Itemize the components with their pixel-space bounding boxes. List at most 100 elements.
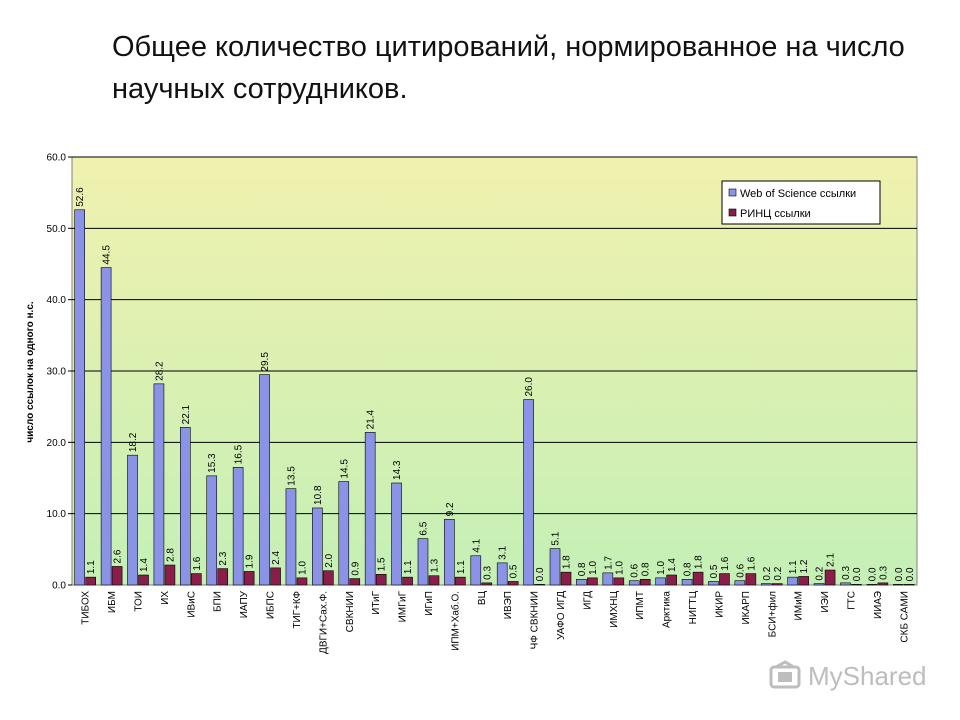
bar-rinc — [824, 569, 836, 586]
bar-wos — [813, 583, 825, 586]
bar-rinc — [138, 574, 149, 586]
bar-label-rinc: 1.1 — [403, 560, 414, 574]
bar-label-rinc: 0.8 — [641, 562, 652, 576]
bar-wos — [734, 580, 746, 586]
legend-label-wos: Web of Science ссылки — [740, 188, 856, 200]
x-category-label: УАФО ИГД — [556, 591, 567, 640]
x-category-label: ИГиП — [424, 591, 435, 616]
legend-swatch-rinc — [728, 208, 737, 217]
bar-wos — [259, 374, 270, 586]
bar-wos — [180, 427, 191, 586]
bar-wos — [549, 548, 561, 586]
bar-rinc — [692, 571, 704, 586]
y-tick-label: 60.0 — [47, 153, 67, 164]
x-category-label: СКБ САМИ — [899, 591, 910, 643]
bar-label-wos: 10.8 — [313, 485, 324, 505]
bar-wos — [100, 267, 112, 586]
bar-rinc — [613, 577, 625, 586]
bar-label-wos: 0.6 — [735, 563, 746, 577]
bar-rinc — [349, 578, 361, 586]
x-category-label: Арктика — [662, 591, 673, 628]
bar-label-wos: 52.6 — [75, 187, 86, 207]
x-category-label: ВЦ — [477, 590, 488, 605]
bar-rinc — [111, 566, 123, 586]
x-category-label: ИТиГ — [371, 590, 382, 614]
bar-label-wos: 16.5 — [234, 444, 245, 464]
x-category-label: ИВиС — [186, 591, 197, 618]
x-category-label: ИКАРП — [741, 591, 752, 625]
bar-rinc — [455, 576, 466, 586]
bar-wos — [127, 454, 138, 586]
bar-wos — [708, 581, 719, 586]
bar-label-rinc: 1.5 — [377, 557, 388, 571]
bar-label-wos: 3.1 — [498, 546, 509, 560]
bar-rinc — [639, 578, 651, 586]
bar-label-wos: 14.5 — [339, 459, 350, 479]
bar-label-wos: 21.4 — [366, 409, 377, 429]
bar-rinc — [771, 583, 783, 586]
x-category-label: ИБМ — [107, 591, 118, 613]
bar-label-rinc: 1.0 — [614, 561, 625, 575]
bar-label-rinc: 1.3 — [429, 558, 440, 572]
bar-label-rinc: 1.6 — [746, 556, 757, 570]
bar-wos — [391, 482, 402, 586]
bar-label-rinc: 0.3 — [482, 566, 493, 580]
bar-rinc — [745, 573, 757, 586]
bar-label-wos: 0.8 — [577, 562, 588, 576]
bar-label-rinc: 0.2 — [773, 566, 784, 580]
x-category-label: ИГД — [582, 591, 593, 610]
y-tick-label: 10.0 — [47, 509, 67, 520]
bar-label-wos: 0.8 — [683, 562, 694, 576]
bar-label-wos: 1.7 — [603, 556, 614, 570]
bar-label-rinc: 0.0 — [535, 567, 546, 581]
bar-label-rinc: 0.3 — [878, 566, 889, 580]
bar-label-wos: 15.3 — [207, 453, 218, 473]
bar-label-rinc: 2.4 — [271, 551, 282, 565]
y-tick-label: 40.0 — [47, 295, 67, 306]
bar-label-wos: 4.1 — [471, 538, 482, 552]
bar-label-wos: 0.2 — [815, 566, 826, 580]
bar-label-wos: 28.2 — [154, 361, 165, 381]
bar-rinc — [428, 575, 440, 586]
bar-label-wos: 18.2 — [128, 432, 139, 452]
bar-label-rinc: 1.4 — [667, 558, 678, 572]
x-category-label: ИБПС — [266, 591, 277, 619]
bar-wos — [602, 572, 614, 586]
bar-label-wos: 29.5 — [260, 352, 271, 372]
bar-label-wos: 13.5 — [286, 466, 297, 486]
bar-label-rinc: 1.1 — [456, 560, 467, 574]
bar-label-rinc: 1.0 — [297, 561, 308, 575]
bar-wos — [576, 578, 587, 586]
bar-rinc — [798, 576, 809, 586]
bar-wos — [285, 488, 297, 586]
bar-label-rinc: 2.3 — [218, 551, 229, 565]
bar-wos — [444, 519, 455, 586]
bar-rinc — [296, 577, 308, 586]
bar-wos — [338, 481, 350, 586]
bar-wos — [232, 466, 244, 586]
bar-label-rinc: 1.1 — [86, 560, 97, 574]
bar-label-rinc: 1.8 — [694, 555, 705, 569]
bar-label-wos: 22.1 — [181, 404, 192, 424]
y-tick-label: 30.0 — [47, 367, 67, 378]
bar-rinc — [270, 567, 281, 586]
bar-wos — [840, 582, 851, 586]
bar-label-wos: 5.1 — [551, 531, 562, 545]
bar-label-wos: 0.6 — [630, 563, 641, 577]
x-category-label: БПИ — [213, 591, 224, 612]
bar-label-rinc: 2.0 — [324, 553, 335, 567]
x-category-label: ИКИР — [714, 591, 725, 618]
x-category-label: ГТС — [846, 591, 857, 610]
bar-label-rinc: 2.1 — [826, 553, 837, 567]
y-tick-label: 0.0 — [52, 581, 66, 592]
bar-wos — [364, 432, 376, 586]
x-category-label: БСИ+фил — [766, 591, 778, 638]
bar-rinc — [534, 584, 545, 586]
x-category-label: ИАПУ — [239, 590, 250, 618]
bar-label-wos: 0.5 — [709, 564, 720, 578]
bar-rinc — [587, 577, 598, 586]
bar-rinc — [85, 576, 97, 586]
x-category-label: ТОИ — [134, 591, 145, 612]
bar-label-wos: 1.0 — [656, 561, 667, 575]
